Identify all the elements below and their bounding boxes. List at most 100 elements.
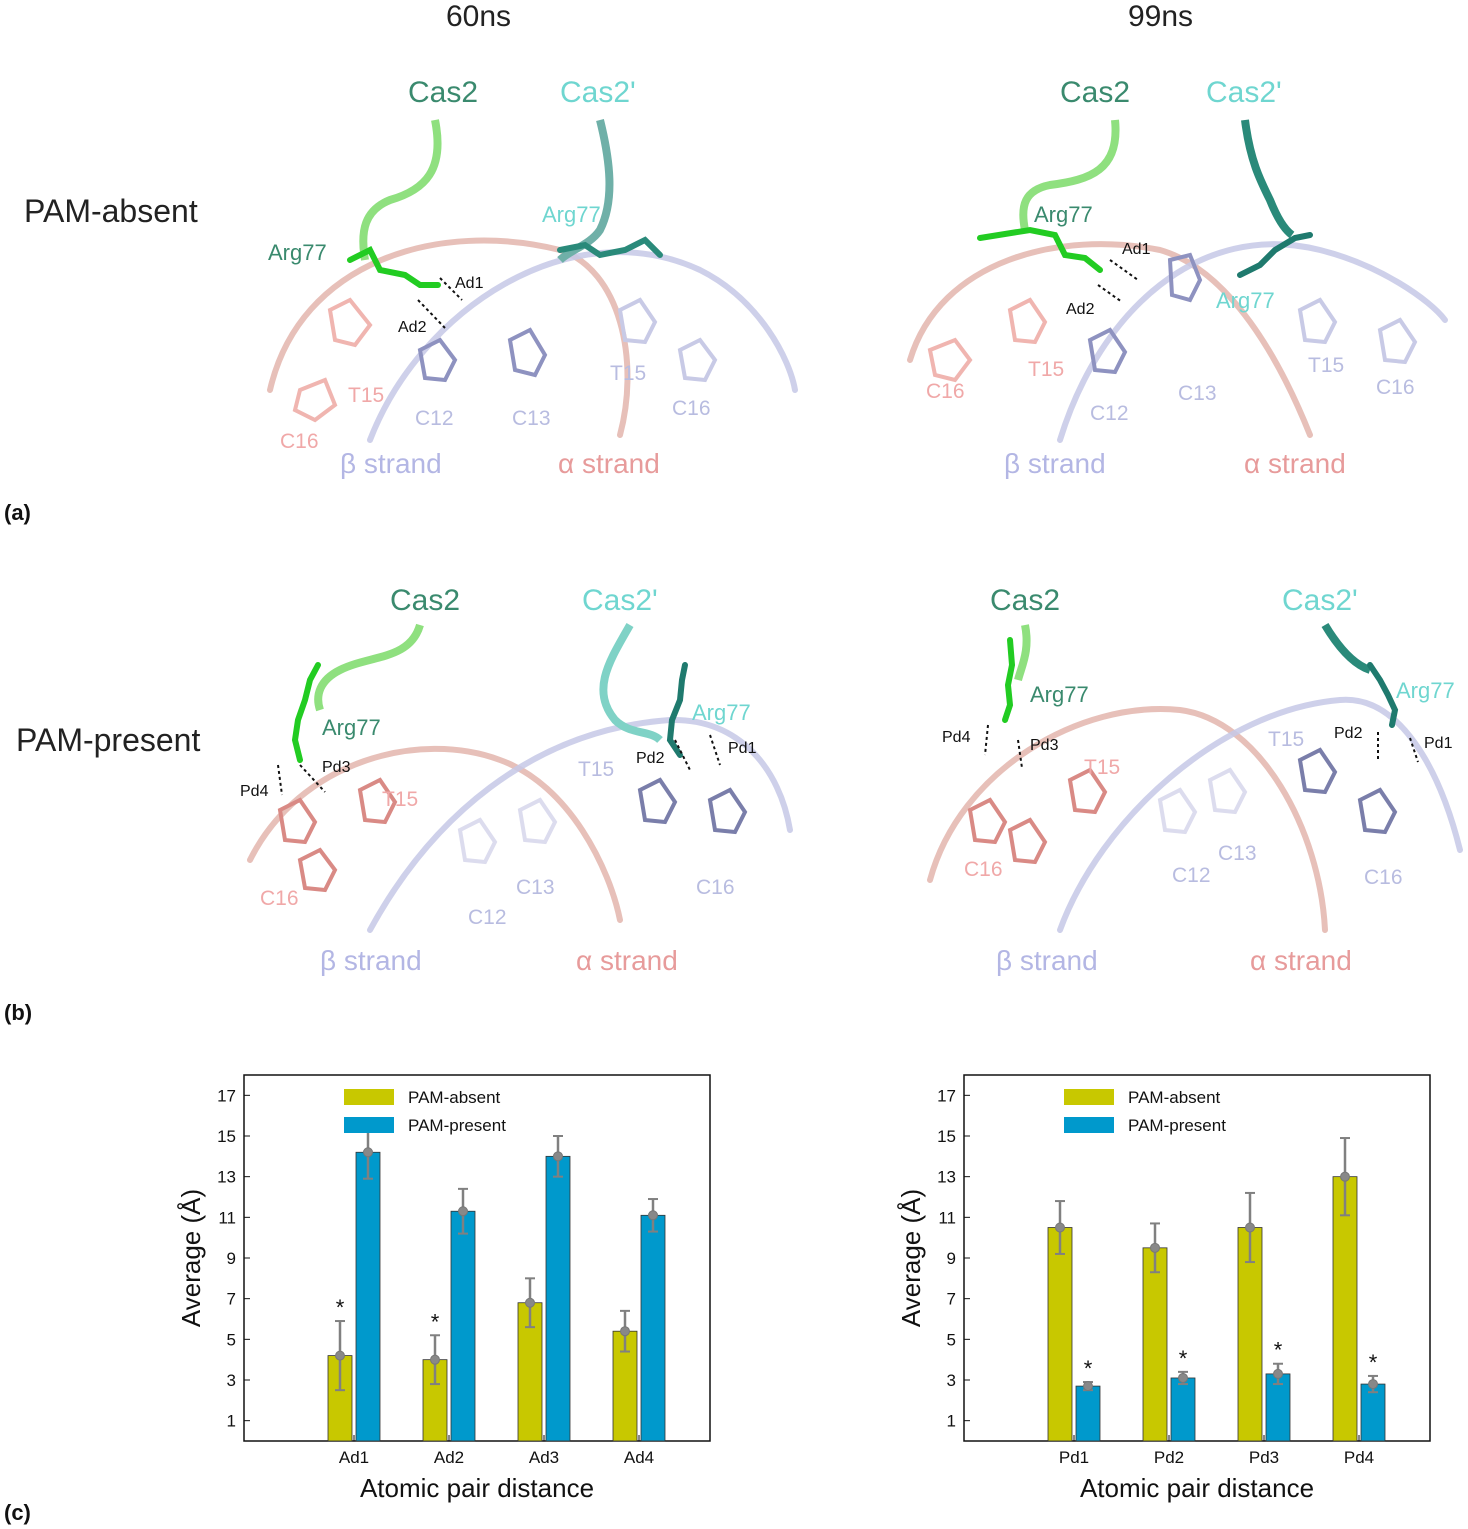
arg77-sticks [977,226,1313,278]
panel-letter-a: (a) [4,500,31,525]
label-t15-blue: T15 [578,758,614,781]
label-ad1: Ad1 [1122,241,1151,258]
label-beta-strand: β strand [996,945,1098,976]
label-c12: C12 [1090,402,1129,425]
x-axis-label: Atomic pair distance [360,1473,594,1503]
label-arg77-cas2-prime: Arg77 [692,700,751,725]
label-c13: C13 [516,876,555,899]
y-tick-label: 5 [947,1330,956,1349]
x-tick-label: Ad3 [529,1448,559,1467]
label-c16-pink: C16 [964,858,1003,881]
label-arg77-cas2: Arg77 [322,715,381,740]
mean-marker [1368,1379,1378,1390]
y-tick-label: 9 [947,1249,956,1268]
label-alpha-strand: α strand [1250,945,1352,976]
label-beta-strand: β strand [320,945,422,976]
bar-pam-present-pd1 [1075,1385,1101,1442]
label-c16-blue: C16 [672,397,711,420]
hbond-lines [417,277,463,329]
bar-pam-present-pd3 [1265,1373,1291,1442]
y-axis-label: Average (Å) [896,1189,926,1327]
y-tick-label: 17 [217,1086,236,1105]
label-t15-blue: T15 [1308,354,1344,377]
label-alpha-strand: α strand [1244,448,1346,479]
label-alpha-strand: α strand [558,448,660,479]
label-cas2: Cas2 [1060,76,1130,109]
hbond-lines [984,724,1419,769]
y-tick-label: 1 [947,1412,956,1431]
legend-swatch-pam-absent [1064,1089,1114,1105]
legend-swatch-pam-absent [344,1089,394,1105]
label-t15-pink: T15 [1028,358,1064,381]
label-ad2: Ad2 [398,319,427,336]
x-tick-label: Ad4 [624,1448,654,1467]
bar-pam-absent-pd2 [1142,1247,1168,1442]
cas2-helix [1019,119,1295,239]
panel-letter-c: (c) [4,1500,31,1525]
row-label-pam-absent: PAM-absent [24,193,198,229]
x-tick-label: Pd2 [1154,1448,1184,1467]
x-tick-label: Pd4 [1344,1448,1374,1467]
nucleotide-sticks [277,777,748,893]
structure-b-left: Cas2 Cas2' Arg77 Arg77 Pd4 Pd3 Pd2 Pd1 C… [240,584,793,976]
hbond-lines [277,734,721,796]
label-arg77-cas2-prime: Arg77 [542,202,601,227]
legend-swatch-pam-present [1064,1117,1114,1133]
nucleotide-sticks [927,252,1418,383]
significance-star: * [1179,1346,1188,1371]
label-cas2-prime: Cas2' [1206,76,1282,109]
legend-label-pam-absent: PAM-absent [408,1088,501,1107]
mean-marker [648,1210,658,1221]
label-arg77-cas2-prime: Arg77 [1216,288,1275,313]
arg77-sticks [347,236,663,288]
strand-ribbons [927,696,1463,933]
mean-marker [1273,1368,1283,1379]
x-tick-label: Ad1 [339,1448,369,1467]
significance-star: * [336,1295,345,1320]
significance-star: * [1274,1338,1283,1363]
y-tick-label: 7 [947,1290,956,1309]
label-ad1: Ad1 [455,275,484,292]
bar-pam-present-ad4 [640,1214,666,1442]
bar-pam-present-ad2 [450,1210,476,1442]
y-tick-label: 15 [217,1127,236,1146]
strand-ribbons [267,237,798,443]
mean-marker [1245,1222,1255,1233]
legend-swatch-pam-present [344,1117,394,1133]
label-pd2: Pd2 [636,750,665,767]
label-c16-pink: C16 [260,887,299,910]
panel-letter-b: (b) [4,1000,33,1025]
x-tick-label: Pd1 [1059,1448,1089,1467]
structure-a-right: Cas2 Cas2' Arg77 Arg77 Ad1 Ad2 C16 T15 C… [907,76,1448,479]
label-t15-blue: T15 [610,362,646,385]
mean-marker [335,1350,345,1361]
label-beta-strand: β strand [1004,448,1106,479]
mean-marker [525,1297,535,1308]
bar-pam-absent-pd4 [1332,1176,1358,1442]
y-tick-label: 9 [227,1249,236,1268]
y-tick-label: 11 [218,1208,236,1227]
y-tick-label: 1 [227,1412,236,1431]
nucleotide-sticks [292,297,718,423]
label-arg77-cas2: Arg77 [1030,682,1089,707]
label-pd3: Pd3 [1030,737,1059,754]
label-pd1: Pd1 [1424,735,1453,752]
label-cas2: Cas2 [990,584,1060,617]
significance-star: * [431,1309,440,1334]
label-c16-blue: C16 [1376,376,1415,399]
mean-marker [458,1206,468,1217]
y-tick-label: 17 [937,1086,956,1105]
mean-marker [1083,1381,1093,1392]
label-c13: C13 [1218,842,1257,865]
legend-label-pam-present: PAM-present [408,1116,506,1135]
hbond-lines [1097,259,1139,303]
cas2-helix [314,623,663,744]
label-cas2-prime: Cas2' [1282,584,1358,617]
y-axis-label: Average (Å) [176,1189,206,1327]
arg77-sticks [291,662,688,763]
label-arg77-cas2: Arg77 [1034,202,1093,227]
arg77-sticks [1002,637,1399,728]
label-pd1: Pd1 [728,740,757,757]
label-arg77-cas2-prime: Arg77 [1396,678,1455,703]
